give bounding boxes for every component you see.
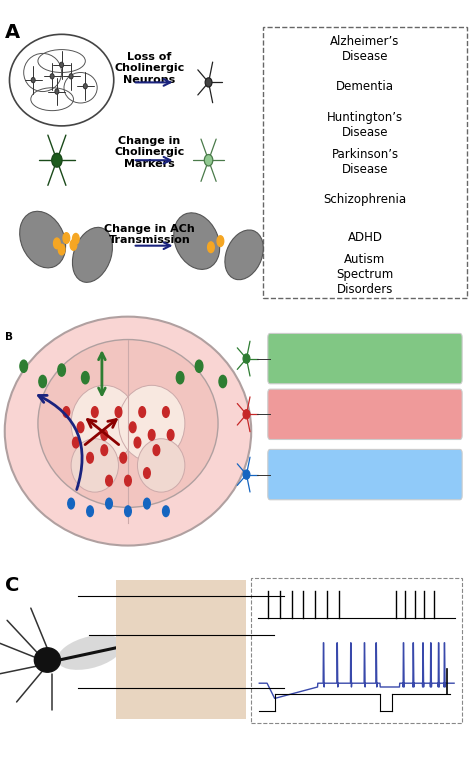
- Ellipse shape: [5, 317, 251, 546]
- Circle shape: [20, 360, 27, 372]
- FancyBboxPatch shape: [116, 580, 246, 719]
- Text: Alzheimer’s
Disease: Alzheimer’s Disease: [330, 35, 400, 63]
- Circle shape: [115, 407, 122, 417]
- Text: C: C: [5, 576, 19, 595]
- FancyBboxPatch shape: [251, 578, 462, 723]
- Ellipse shape: [69, 74, 73, 79]
- Circle shape: [106, 498, 112, 509]
- Text: Large Soma: Large Soma: [150, 611, 212, 622]
- Text: Dementia: Dementia: [336, 80, 394, 93]
- Circle shape: [73, 233, 79, 244]
- Text: Pause: Pause: [385, 579, 411, 588]
- Text: Schizophrenia: Schizophrenia: [323, 193, 407, 206]
- Circle shape: [77, 422, 84, 433]
- Circle shape: [87, 452, 93, 463]
- Text: Cortical VIP+
interneurons: Cortical VIP+ interneurons: [326, 348, 404, 369]
- Ellipse shape: [31, 78, 35, 82]
- Circle shape: [39, 375, 46, 388]
- Circle shape: [167, 430, 174, 440]
- Ellipse shape: [243, 470, 250, 479]
- Circle shape: [106, 475, 112, 486]
- Circle shape: [101, 445, 108, 456]
- Circle shape: [125, 475, 131, 486]
- Ellipse shape: [83, 83, 87, 89]
- Circle shape: [153, 445, 160, 456]
- Text: Functional: Functional: [150, 677, 212, 687]
- Circle shape: [144, 468, 150, 478]
- Circle shape: [54, 238, 60, 249]
- Circle shape: [82, 372, 89, 384]
- Ellipse shape: [60, 63, 64, 67]
- Text: Huntington’s
Disease: Huntington’s Disease: [327, 111, 403, 139]
- Circle shape: [163, 506, 169, 517]
- Circle shape: [134, 437, 141, 448]
- Text: ChAT: ChAT: [168, 638, 195, 648]
- Text: Autism
Spectrum
Disorders: Autism Spectrum Disorders: [337, 253, 393, 297]
- Circle shape: [163, 407, 169, 417]
- Ellipse shape: [243, 354, 250, 363]
- Text: Molecular: Molecular: [152, 625, 210, 635]
- Text: BF cholinergic
projection neurons: BF cholinergic projection neurons: [309, 464, 421, 485]
- Circle shape: [68, 498, 74, 509]
- Ellipse shape: [174, 213, 219, 269]
- Circle shape: [129, 422, 136, 433]
- Ellipse shape: [204, 154, 213, 166]
- Circle shape: [58, 244, 65, 255]
- Circle shape: [195, 360, 203, 372]
- Text: Change in
Cholinergic
Markers: Change in Cholinergic Markers: [114, 136, 184, 169]
- Ellipse shape: [50, 74, 54, 79]
- Ellipse shape: [38, 340, 218, 507]
- Text: Tonic Firing: Tonic Firing: [152, 691, 210, 700]
- Text: Morphology: Morphology: [146, 585, 216, 595]
- Text: ADHD: ADHD: [347, 231, 383, 244]
- Circle shape: [63, 407, 70, 417]
- Ellipse shape: [52, 153, 62, 167]
- FancyBboxPatch shape: [268, 449, 462, 500]
- Text: Parkinson’s
Disease: Parkinson’s Disease: [331, 148, 399, 176]
- Circle shape: [217, 236, 224, 246]
- Ellipse shape: [243, 410, 250, 419]
- Circle shape: [208, 242, 214, 253]
- Circle shape: [219, 375, 227, 388]
- Ellipse shape: [55, 89, 59, 94]
- Ellipse shape: [57, 635, 123, 670]
- Ellipse shape: [20, 211, 65, 268]
- Ellipse shape: [71, 439, 118, 492]
- Circle shape: [87, 506, 93, 517]
- Text: Pause: Pause: [166, 703, 197, 713]
- Ellipse shape: [71, 385, 137, 462]
- Circle shape: [63, 233, 70, 243]
- Circle shape: [73, 437, 79, 448]
- Ellipse shape: [73, 227, 112, 282]
- Circle shape: [101, 430, 108, 440]
- FancyBboxPatch shape: [268, 389, 462, 439]
- Text: VAChT: VAChT: [164, 664, 198, 674]
- Circle shape: [176, 372, 184, 384]
- Text: Aspiny: Aspiny: [164, 598, 199, 608]
- Circle shape: [58, 364, 65, 376]
- Circle shape: [144, 498, 150, 509]
- Circle shape: [139, 407, 146, 417]
- Ellipse shape: [137, 439, 185, 492]
- FancyBboxPatch shape: [268, 333, 462, 384]
- Circle shape: [91, 407, 98, 417]
- Text: Loss of
Cholinergic
Neurons: Loss of Cholinergic Neurons: [114, 52, 184, 85]
- Ellipse shape: [35, 648, 61, 672]
- Circle shape: [125, 506, 131, 517]
- Circle shape: [70, 240, 77, 250]
- Text: B: B: [5, 332, 13, 342]
- Text: AChE: AChE: [167, 651, 195, 661]
- Ellipse shape: [225, 230, 264, 280]
- Ellipse shape: [9, 34, 114, 126]
- Circle shape: [148, 430, 155, 440]
- Ellipse shape: [118, 385, 185, 462]
- Text: Striatal cholinergic
interneurons: Striatal cholinergic interneurons: [309, 404, 421, 425]
- Text: A: A: [5, 23, 20, 42]
- Text: Change in ACh
Transmission: Change in ACh Transmission: [104, 224, 195, 245]
- Text: Tonic Firing: Tonic Firing: [279, 579, 328, 588]
- Circle shape: [120, 452, 127, 463]
- FancyBboxPatch shape: [263, 27, 467, 298]
- Ellipse shape: [205, 78, 212, 87]
